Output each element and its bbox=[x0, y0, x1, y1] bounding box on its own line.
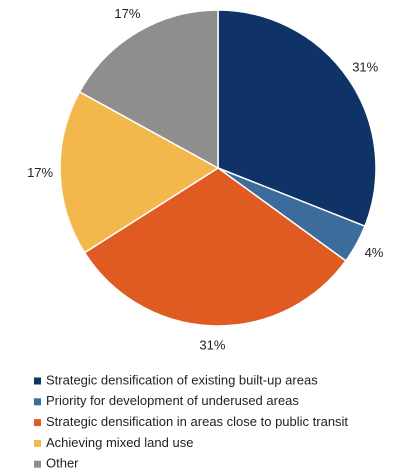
legend-swatch bbox=[34, 460, 41, 468]
legend-label: Strategic densification of existing buil… bbox=[46, 372, 318, 387]
legend-swatch bbox=[34, 377, 41, 385]
legend-label: Strategic densification in areas close t… bbox=[46, 414, 348, 429]
data-label: 17% bbox=[27, 165, 53, 180]
pie-slice bbox=[83, 167, 347, 327]
legend-swatch bbox=[34, 439, 41, 447]
pie-slice bbox=[59, 90, 220, 254]
legend-label: Other bbox=[46, 456, 79, 471]
data-label: 31% bbox=[199, 337, 225, 352]
legend-swatch bbox=[34, 398, 41, 406]
legend-label: Achieving mixed land use bbox=[46, 435, 193, 450]
data-label: 17% bbox=[114, 6, 140, 21]
pie-slice bbox=[217, 9, 377, 228]
legend-label: Priority for development of underused ar… bbox=[46, 393, 299, 408]
data-label: 4% bbox=[365, 245, 384, 260]
data-label: 31% bbox=[352, 59, 378, 74]
pie-slice bbox=[78, 9, 219, 170]
legend-swatch bbox=[34, 419, 41, 427]
